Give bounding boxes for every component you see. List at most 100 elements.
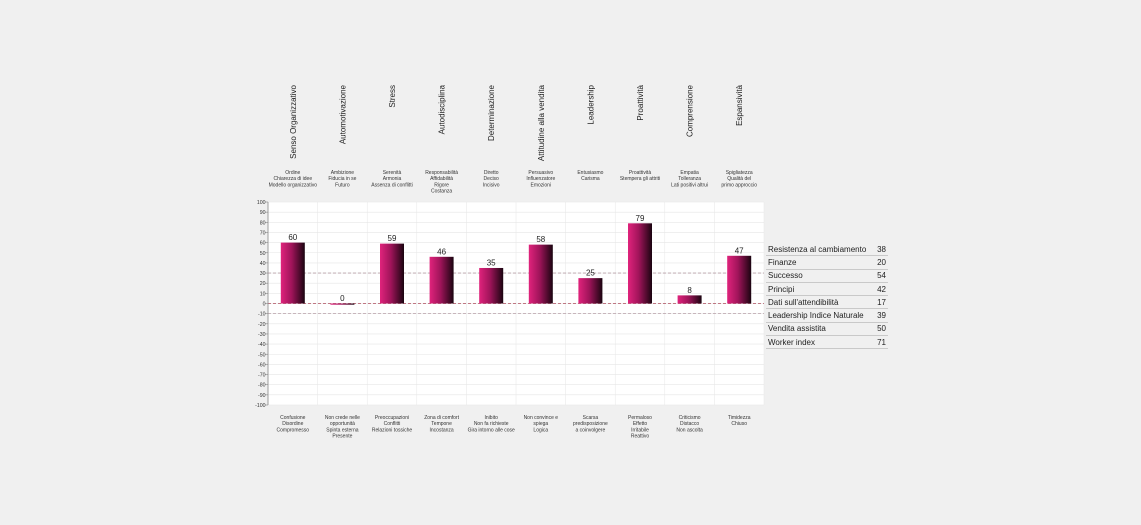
bottom-descriptor: Presente — [332, 434, 352, 440]
top-descriptor: Ordine — [285, 170, 300, 176]
y-tick-label: -40 — [258, 342, 266, 348]
y-tick-label: -60 — [258, 362, 266, 368]
top-descriptor: Diretto — [484, 170, 499, 176]
top-descriptor: Responsabilità — [425, 170, 458, 176]
summary-value: 39 — [877, 311, 886, 321]
summary-label: Worker index — [768, 337, 815, 347]
data-label: 25 — [586, 269, 595, 278]
top-descriptor: Modello organizzativo — [269, 182, 318, 188]
top-descriptor: Rigore — [434, 182, 449, 188]
summary-value: 50 — [877, 324, 886, 334]
y-tick-label: 30 — [260, 271, 266, 277]
y-tick-label: -50 — [258, 352, 266, 358]
top-descriptor: Incisivo — [483, 182, 500, 188]
top-descriptor: Empatia — [680, 170, 699, 176]
bottom-descriptor: Non convince e — [524, 415, 559, 421]
bottom-descriptor: Chiuso — [731, 421, 747, 427]
summary-value: 71 — [877, 337, 886, 347]
column-title: Leadership — [586, 84, 595, 124]
top-descriptor: Entusiasmo — [577, 170, 603, 176]
y-tick-label: -20 — [258, 322, 266, 328]
top-descriptor: Futuro — [335, 182, 350, 188]
summary-table: Resistenza al cambiamento 38 Finanze 20 Su… — [766, 243, 888, 350]
column-title: Espansività — [735, 84, 744, 125]
top-descriptor: Ambizione — [331, 170, 355, 176]
column-title: Determinazione — [487, 84, 496, 141]
summary-row: Worker index 71 — [766, 336, 888, 350]
y-tick-label: -30 — [258, 332, 266, 338]
bar — [528, 244, 553, 304]
top-descriptor: Influenzatore — [526, 176, 555, 182]
bottom-descriptor: spiega — [533, 421, 548, 427]
bottom-descriptor: Non fa richieste — [474, 421, 509, 427]
column-title: Attitudine alla vendita — [537, 84, 546, 161]
top-descriptor: Armonia — [383, 176, 402, 182]
bottom-descriptor: Permaloso — [628, 415, 652, 421]
column-title: Comprensione — [686, 84, 695, 137]
y-tick-label: 10 — [260, 291, 266, 297]
summary-label: Leadership Indice Naturale — [768, 311, 864, 321]
y-tick-label: 0 — [263, 302, 266, 308]
bottom-descriptor: Zona di comfort — [424, 415, 459, 421]
top-descriptor: Tolleranza — [678, 176, 701, 182]
summary-value: 38 — [877, 244, 886, 254]
top-descriptor: Serenità — [383, 170, 402, 176]
data-label: 35 — [487, 258, 496, 267]
bottom-descriptor: Disordine — [282, 421, 303, 427]
summary-label: Dati sull'attendibilità — [768, 297, 839, 307]
top-descriptor: Affidabilità — [430, 176, 453, 182]
column-title: Proattività — [636, 84, 645, 120]
bar — [677, 295, 702, 304]
y-tick-label: 100 — [257, 200, 266, 206]
bar — [330, 303, 355, 305]
bottom-descriptor: Effetto — [633, 421, 648, 427]
bar — [380, 243, 404, 304]
summary-row: Dati sull'attendibilità 17 — [766, 296, 888, 310]
bottom-descriptor: Spinta esterna — [326, 427, 358, 433]
data-label: 46 — [437, 247, 446, 256]
summary-label: Resistenza al cambiamento — [768, 244, 867, 254]
top-descriptor: primo approccio — [721, 182, 757, 188]
summary-row: Resistenza al cambiamento 38 — [766, 243, 888, 257]
data-label: 59 — [388, 234, 397, 243]
top-descriptor: Spigliatezza — [726, 170, 753, 176]
y-tick-label: -100 — [255, 403, 265, 409]
summary-row: Principi 42 — [766, 283, 888, 297]
top-descriptor: Emozioni — [531, 182, 552, 188]
bar — [429, 256, 454, 304]
summary-row: Successo 54 — [766, 270, 888, 283]
top-descriptor: Assenza di conflitti — [371, 182, 412, 188]
bottom-descriptor: predisposizione — [573, 421, 608, 427]
y-tick-label: -90 — [258, 393, 266, 399]
top-descriptor: Deciso — [484, 176, 500, 182]
bar — [479, 267, 504, 304]
bar — [727, 255, 752, 304]
top-descriptor: Chiarezza di idee — [273, 176, 312, 182]
bottom-descriptor: Scarsa — [583, 415, 599, 421]
bottom-descriptor: Timidezza — [728, 415, 751, 421]
top-descriptor: Lati positivi altrui — [671, 182, 708, 188]
summary-value: 17 — [877, 297, 886, 307]
data-label: 47 — [735, 246, 744, 255]
bottom-descriptor: Non ascolta — [676, 427, 703, 433]
summary-label: Principi — [768, 284, 795, 294]
bottom-descriptor: Relazioni tossiche — [372, 427, 413, 433]
top-descriptor: Qualità del — [727, 176, 751, 182]
bottom-descriptor: Criticismo — [679, 415, 701, 421]
bottom-descriptor: opportunità — [330, 421, 355, 427]
y-tick-label: 40 — [260, 261, 266, 267]
y-tick-label: 50 — [260, 251, 266, 257]
top-descriptor: Persuasivo — [528, 170, 553, 176]
summary-value: 20 — [877, 257, 886, 267]
bottom-descriptor: Gira intorno alle cose — [468, 427, 515, 433]
bottom-descriptor: Irritabile — [631, 427, 649, 433]
top-descriptor: Proattività — [629, 170, 651, 176]
bar — [280, 242, 305, 304]
y-tick-label: 90 — [260, 210, 266, 216]
summary-value: 54 — [877, 271, 886, 281]
column-title: Automotivazione — [338, 84, 347, 144]
top-descriptor: Stempera gli attriti — [620, 176, 660, 182]
summary-label: Vendita assistita — [768, 324, 826, 334]
y-tick-label: 80 — [260, 220, 266, 226]
